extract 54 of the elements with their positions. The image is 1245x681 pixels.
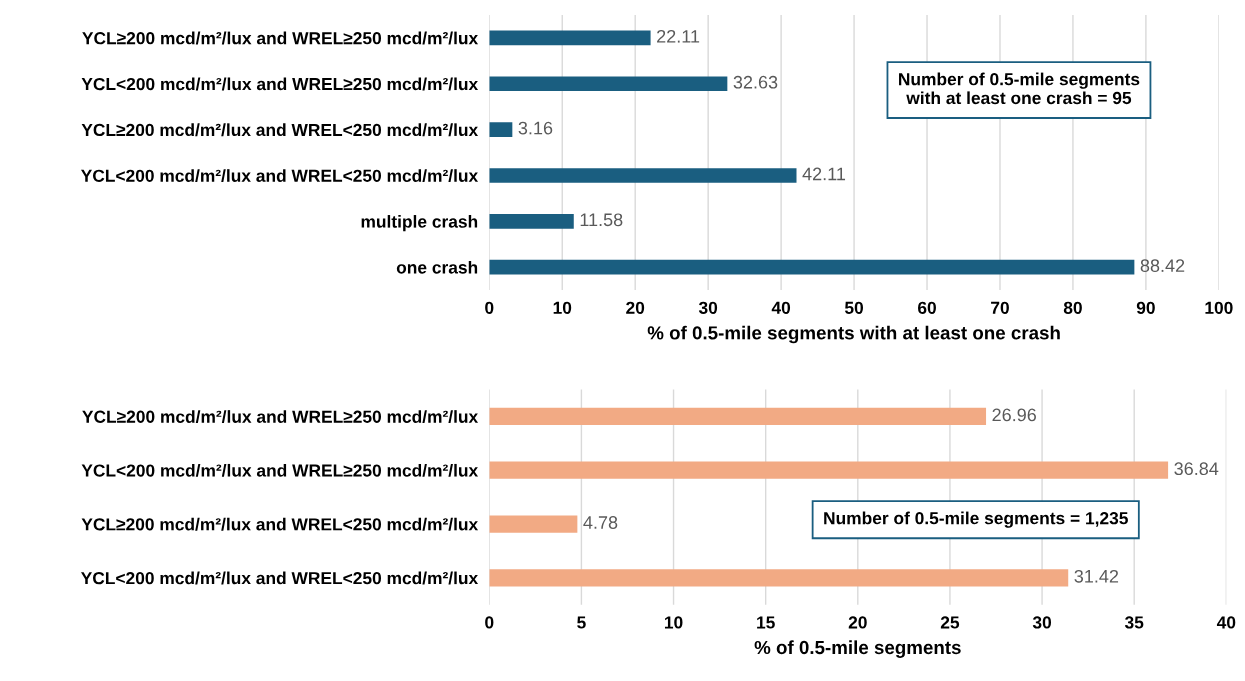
data-label: 11.58 xyxy=(580,213,623,227)
data-label: 36.84 xyxy=(1174,462,1219,476)
bar xyxy=(489,515,578,533)
data-label: 4.78 xyxy=(583,516,618,529)
data-label: 42.11 xyxy=(802,167,846,181)
x-tick-label: 25 xyxy=(940,616,960,629)
data-label: 26.96 xyxy=(992,408,1036,422)
x-tick-label: 10 xyxy=(553,301,572,314)
data-label: 31.42 xyxy=(1074,569,1119,583)
x-tick-label: 50 xyxy=(844,301,864,314)
x-tick-label: 80 xyxy=(1063,301,1082,314)
x-axis-title: % of 0.5-mile segments with at least one crash xyxy=(647,325,1060,344)
annotation: Number of 0.5-mile segments = 1,235 xyxy=(824,511,1128,528)
y-tick-label: YCL≥200 mcd/m²/lux and WREL≥250 mcd/m²/lux xyxy=(82,410,479,424)
x-tick-label: 60 xyxy=(918,301,936,314)
x-tick-label: 20 xyxy=(848,616,867,629)
x-tick-label: 40 xyxy=(771,301,791,314)
y-tick-label: YCL≥200 mcd/m²/lux and WREL<250 mcd/m²/lux xyxy=(81,123,479,137)
x-tick-label: 0 xyxy=(485,301,494,314)
bar xyxy=(489,168,797,183)
x-tick-label: 10 xyxy=(664,616,683,629)
x-tick-label: 5 xyxy=(577,616,586,629)
x-tick-label: 90 xyxy=(1136,301,1155,314)
bar xyxy=(489,213,574,229)
data-label: 32.63 xyxy=(733,75,778,89)
bar xyxy=(489,407,987,426)
x-tick-label: 70 xyxy=(991,301,1009,314)
x-axis-title: % of 0.5-mile segments xyxy=(754,640,961,658)
x-tick-label: 35 xyxy=(1124,616,1144,629)
y-tick-label: YCL<200 mcd/m²/lux and WREL≥250 mcd/m²/lux xyxy=(81,463,479,477)
y-tick-label: YCL<200 mcd/m²/lux and WREL≥250 mcd/m²/lux xyxy=(81,77,479,91)
data-label: 3.16 xyxy=(518,121,553,135)
x-tick-label: 30 xyxy=(698,301,718,314)
x-tick-label: 15 xyxy=(757,616,775,629)
y-tick-label: YCL<200 mcd/m²/lux and WREL<250 mcd/m²/lux xyxy=(80,571,479,585)
bar xyxy=(489,461,1169,479)
annotation: Number of 0.5-mile segments with at least one crash = 95 xyxy=(899,72,1140,105)
x-tick-label: 0 xyxy=(485,616,494,629)
x-tick-label: 100 xyxy=(1205,301,1233,314)
y-tick-label: YCL≥200 mcd/m²/lux and WREL<250 mcd/m²/lux xyxy=(81,517,479,531)
bar xyxy=(489,122,513,137)
x-tick-label: 40 xyxy=(1216,616,1236,629)
data-label: 88.42 xyxy=(1140,259,1185,273)
x-tick-label: 30 xyxy=(1032,616,1052,629)
y-tick-label: YCL≥200 mcd/m²/lux and WREL≥250 mcd/m²/lux xyxy=(82,31,479,45)
y-tick-label: YCL<200 mcd/m²/lux and WREL<250 mcd/m²/lux xyxy=(80,169,479,183)
bar xyxy=(489,76,728,92)
bar xyxy=(489,259,1135,275)
bar xyxy=(489,569,1069,587)
x-tick-label: 20 xyxy=(626,301,645,314)
data-label: 22.11 xyxy=(657,29,700,43)
y-tick-label: one crash xyxy=(396,260,478,274)
bar xyxy=(489,30,651,46)
y-tick-label: multiple crash xyxy=(361,215,478,232)
